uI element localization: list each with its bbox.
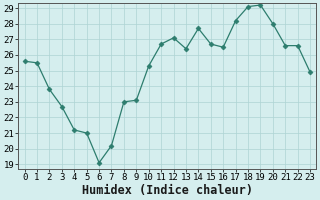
X-axis label: Humidex (Indice chaleur): Humidex (Indice chaleur) bbox=[82, 184, 253, 197]
